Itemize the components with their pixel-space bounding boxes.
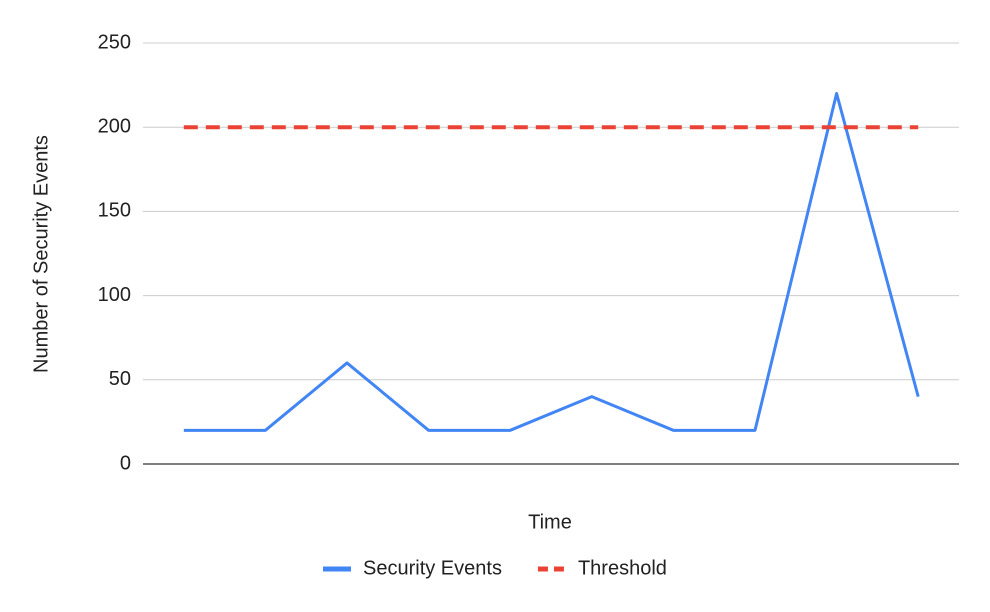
y-tick-label: 50 [109, 368, 131, 390]
legend-label: Threshold [578, 557, 667, 579]
y-tick-label: 150 [98, 200, 131, 222]
legend-label: Security Events [363, 557, 502, 579]
y-tick-label: 200 [98, 115, 131, 137]
y-tick-label: 0 [120, 452, 131, 474]
x-axis-title: Time [528, 511, 572, 533]
y-tick-label: 100 [98, 284, 131, 306]
line-series [183, 92, 920, 432]
y-axis-title: Number of Security Events [30, 135, 52, 373]
y-tick-label: 250 [98, 31, 131, 53]
